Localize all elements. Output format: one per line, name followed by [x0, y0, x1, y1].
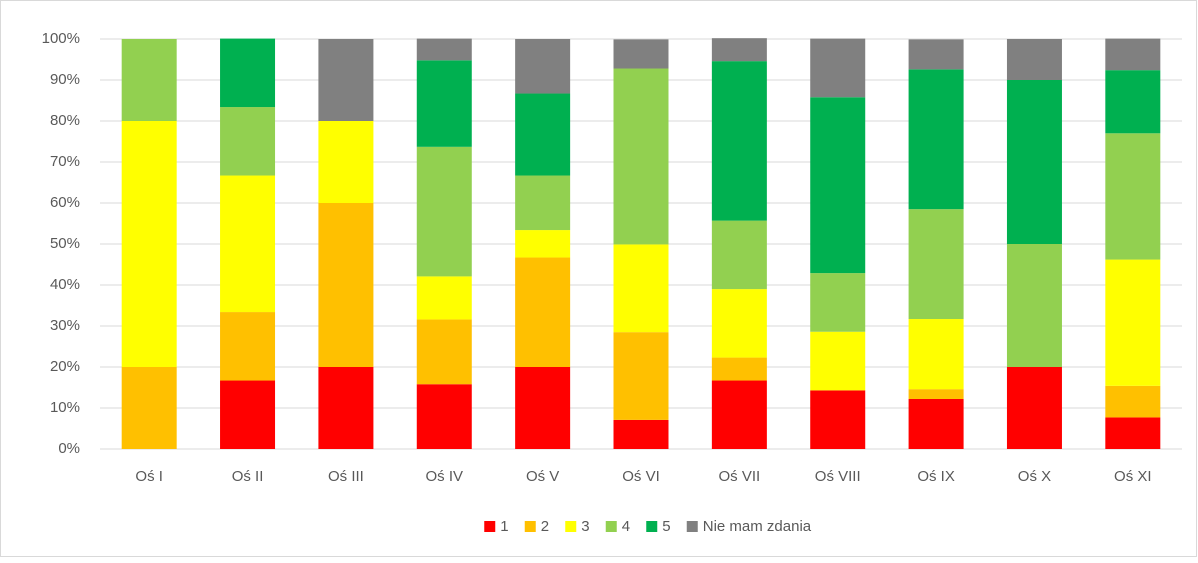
bar-segment: [1006, 244, 1062, 367]
y-tick-label: 60%: [50, 194, 80, 211]
y-tick-label: 90%: [50, 71, 80, 88]
bar-segment: [908, 398, 964, 449]
bar-segment: [515, 175, 571, 231]
y-tick-label: 100%: [42, 30, 80, 47]
bar-segment: [711, 289, 767, 358]
bar-segment: [220, 312, 276, 381]
bar-segment: [711, 380, 767, 449]
bar-segment: [1105, 259, 1161, 386]
bar-segment: [416, 146, 472, 277]
x-tick-label: Oś VII: [719, 468, 761, 485]
bar-segment: [711, 357, 767, 381]
bar-segment: [1105, 70, 1161, 134]
y-tick-label: 10%: [50, 399, 80, 416]
bar-segment: [908, 39, 964, 70]
bar-segment: [318, 39, 374, 121]
legend-swatch: [605, 521, 617, 532]
bar-segment: [1105, 417, 1161, 449]
bar-segment: [318, 367, 374, 449]
bar-segment: [908, 319, 964, 390]
legend-swatch: [524, 521, 536, 532]
y-tick-label: 40%: [50, 276, 80, 293]
bar-segment: [220, 107, 276, 176]
bar-segment: [613, 68, 669, 245]
legend-label: 2: [541, 518, 549, 535]
bar-segment: [220, 175, 276, 313]
bar-segment: [416, 38, 472, 61]
bar-segment: [121, 121, 177, 367]
bar-segment: [711, 61, 767, 221]
bar-segment: [220, 380, 276, 449]
legend-swatch: [686, 521, 698, 532]
bar-segment: [613, 332, 669, 420]
y-tick-label: 20%: [50, 358, 80, 375]
x-tick-label: Oś IX: [917, 468, 955, 485]
bar-segment: [810, 273, 866, 332]
bar-segment: [1006, 39, 1062, 80]
bar-segment: [810, 390, 866, 449]
bar-segment: [810, 97, 866, 274]
legend-swatch: [646, 521, 658, 532]
bar-segment: [1105, 385, 1161, 418]
y-tick-label: 30%: [50, 317, 80, 334]
bar-segment: [908, 389, 964, 399]
bar-segment: [711, 38, 767, 62]
bar-segment: [515, 257, 571, 367]
y-tick-label: 0%: [58, 440, 80, 457]
x-tick-label: Oś I: [135, 468, 163, 485]
bar-segment: [908, 69, 964, 210]
bar-segment: [416, 384, 472, 449]
x-tick-label: Oś VIII: [815, 468, 861, 485]
bar-segment: [1105, 133, 1161, 260]
legend-swatch: [484, 521, 496, 532]
bar-segment: [613, 39, 669, 69]
x-tick-label: Oś III: [328, 468, 364, 485]
bar-segment: [810, 38, 866, 98]
bar-segment: [515, 39, 571, 94]
bar-segment: [121, 367, 177, 449]
bar-segment: [908, 209, 964, 320]
legend-label: 1: [500, 518, 508, 535]
bar-segment: [416, 319, 472, 385]
bar-segment: [711, 220, 767, 290]
bar-segment: [220, 38, 276, 108]
bar-segment: [318, 121, 374, 203]
x-tick-label: Oś VI: [622, 468, 660, 485]
legend-label: Nie mam zdania: [703, 518, 812, 535]
bar-segment: [515, 93, 571, 176]
x-tick-label: Oś XI: [1114, 468, 1152, 485]
legend-label: 3: [581, 518, 589, 535]
bar-segment: [810, 331, 866, 391]
bar-segment: [416, 276, 472, 320]
bar-segment: [515, 367, 571, 449]
legend-label: 4: [622, 518, 630, 535]
x-tick-label: Oś X: [1018, 468, 1051, 485]
x-tick-label: Oś IV: [426, 468, 464, 485]
y-tick-label: 80%: [50, 112, 80, 129]
bar-segment: [613, 419, 669, 449]
legend-label: 5: [662, 518, 670, 535]
bar-segment: [1006, 367, 1062, 449]
y-tick-label: 50%: [50, 235, 80, 252]
bar-segment: [1105, 38, 1161, 71]
x-tick-label: Oś V: [526, 468, 559, 485]
bar-segment: [121, 39, 177, 121]
bar-segment: [1006, 80, 1062, 244]
bar-segment: [613, 244, 669, 333]
bar-segment: [318, 203, 374, 367]
bar-segment: [416, 60, 472, 147]
bar-segment: [515, 230, 571, 258]
legend-swatch: [565, 521, 577, 532]
x-tick-label: Oś II: [232, 468, 264, 485]
y-tick-label: 70%: [50, 153, 80, 170]
